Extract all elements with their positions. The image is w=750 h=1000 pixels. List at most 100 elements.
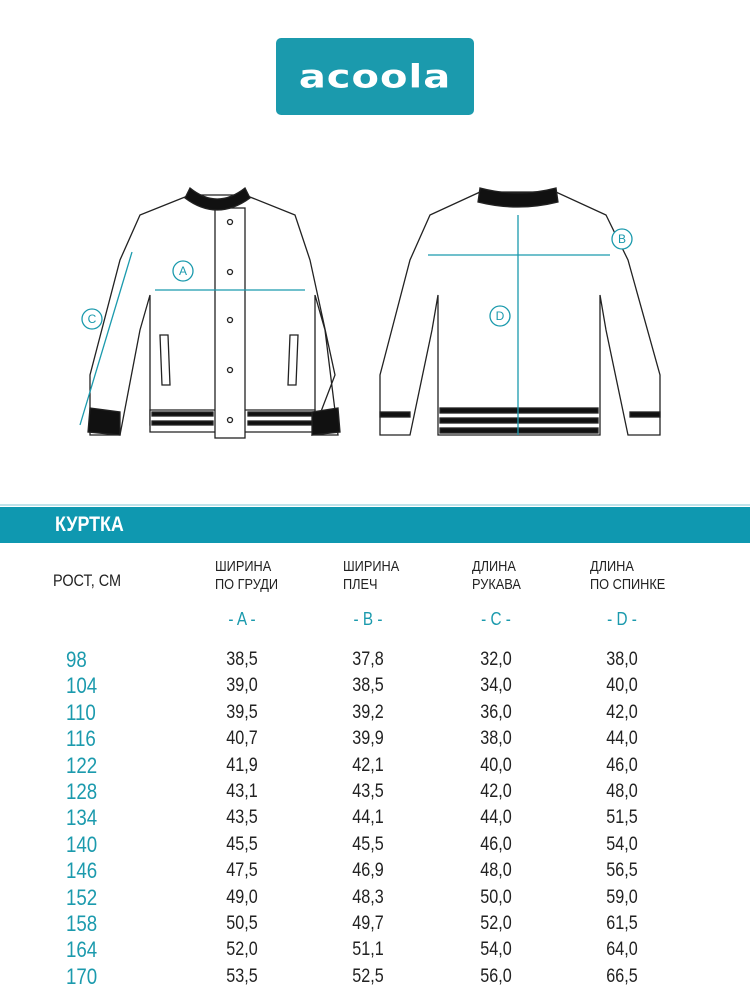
value-cell: 49,0 xyxy=(226,886,258,908)
value-cell: 40,0 xyxy=(480,754,512,776)
jacket-diagram: A C B D xyxy=(79,186,661,439)
value-cell: 44,0 xyxy=(606,728,638,750)
column-letter-a: - A - xyxy=(228,609,256,629)
value-cell: 42,0 xyxy=(606,701,638,723)
value-cell: 38,5 xyxy=(352,675,384,697)
column-letter-b: - B - xyxy=(353,609,383,629)
logo-text: acoola xyxy=(298,58,452,95)
value-cell: 48,0 xyxy=(606,781,638,802)
value-cell: 36,0 xyxy=(480,701,512,723)
table-row: 122 41,9 42,1 40,0 46,0 xyxy=(0,753,750,779)
height-cell: 122 xyxy=(66,752,98,778)
height-cell: 158 xyxy=(66,911,98,936)
table-row: 116 40,7 39,9 38,0 44,0 xyxy=(0,726,750,752)
value-cell: 53,5 xyxy=(226,965,258,987)
value-cell: 50,0 xyxy=(480,886,512,908)
value-cell: 46,0 xyxy=(606,754,638,776)
height-cell: 128 xyxy=(66,779,98,804)
height-cell: 134 xyxy=(66,805,98,831)
label-c: C xyxy=(88,312,97,326)
height-cell: 98 xyxy=(66,647,87,672)
acoola-logo: acoola xyxy=(276,38,474,115)
value-cell: 42,0 xyxy=(480,781,512,802)
value-cell: 39,0 xyxy=(226,675,258,697)
value-cell: 56,5 xyxy=(606,860,638,882)
table-row: 164 52,0 51,1 54,0 64,0 xyxy=(0,937,750,963)
value-cell: 54,0 xyxy=(606,833,638,855)
divider xyxy=(0,504,750,506)
jacket-front xyxy=(87,186,341,439)
table-row: 104 39,0 38,5 34,0 40,0 xyxy=(0,673,750,699)
table-row: 110 39,5 39,2 36,0 42,0 xyxy=(0,700,750,726)
table-row: 146 47,5 46,9 48,0 56,5 xyxy=(0,858,750,884)
table-row: 170 53,5 52,5 56,0 66,5 xyxy=(0,964,750,990)
column-letter-c: - C - xyxy=(481,609,511,629)
value-cell: 66,5 xyxy=(606,965,638,987)
value-cell: 54,0 xyxy=(480,939,512,961)
column-header-d: ДЛИНА ПО СПИНКЕ xyxy=(590,558,666,593)
height-cell: 170 xyxy=(66,963,98,989)
value-cell: 32,0 xyxy=(480,649,512,670)
height-cell: 116 xyxy=(66,726,96,752)
value-cell: 34,0 xyxy=(480,675,512,697)
value-cell: 44,0 xyxy=(480,807,512,829)
table-row: 152 49,0 48,3 50,0 59,0 xyxy=(0,885,750,911)
table-row: 128 43,1 43,5 42,0 48,0 xyxy=(0,779,750,805)
value-cell: 37,8 xyxy=(352,649,384,670)
value-cell: 38,0 xyxy=(606,649,638,670)
value-cell: 40,7 xyxy=(226,728,258,750)
value-cell: 56,0 xyxy=(480,965,512,987)
section-title: КУРТКА xyxy=(55,513,124,536)
column-header-b: ШИРИНА ПЛЕЧ xyxy=(343,558,400,593)
value-cell: 45,5 xyxy=(352,833,384,855)
height-header: РОСТ, СМ xyxy=(53,571,122,590)
height-cell: 104 xyxy=(66,673,98,699)
column-header-a: ШИРИНА ПО ГРУДИ xyxy=(215,558,279,593)
value-cell: 59,0 xyxy=(606,886,638,908)
value-cell: 39,5 xyxy=(226,701,258,723)
jacket-back xyxy=(379,187,661,436)
value-cell: 40,0 xyxy=(606,675,638,697)
value-cell: 46,9 xyxy=(352,860,384,882)
value-cell: 64,0 xyxy=(606,939,638,961)
value-cell: 49,7 xyxy=(352,913,384,934)
value-cell: 41,9 xyxy=(226,754,258,776)
table-row: 140 45,5 45,5 46,0 54,0 xyxy=(0,832,750,858)
column-letter-d: - D - xyxy=(607,609,637,629)
value-cell: 39,9 xyxy=(352,728,384,750)
height-cell: 140 xyxy=(66,831,98,857)
value-cell: 43,5 xyxy=(226,807,258,829)
height-cell: 152 xyxy=(66,884,98,910)
value-cell: 48,0 xyxy=(480,860,512,882)
measurement-lines xyxy=(79,215,633,435)
value-cell: 48,3 xyxy=(352,886,384,908)
label-a: A xyxy=(179,264,187,278)
value-cell: 51,1 xyxy=(352,939,384,961)
column-header-c: ДЛИНА РУКАВА xyxy=(472,558,521,593)
value-cell: 38,0 xyxy=(480,728,512,750)
value-cell: 42,1 xyxy=(352,754,384,776)
label-b: B xyxy=(618,232,626,246)
value-cell: 43,5 xyxy=(352,781,384,802)
value-cell: 46,0 xyxy=(480,833,512,855)
height-cell: 146 xyxy=(66,858,98,884)
table-row: 98 38,5 37,8 32,0 38,0 xyxy=(0,647,750,673)
value-cell: 61,5 xyxy=(606,913,638,934)
value-cell: 52,0 xyxy=(480,913,512,934)
height-cell: 110 xyxy=(66,699,96,725)
value-cell: 45,5 xyxy=(226,833,258,855)
value-cell: 52,5 xyxy=(352,965,384,987)
height-cell: 164 xyxy=(66,937,98,963)
value-cell: 39,2 xyxy=(352,701,384,723)
value-cell: 44,1 xyxy=(352,807,384,829)
value-cell: 38,5 xyxy=(226,649,258,670)
label-d: D xyxy=(496,309,505,323)
value-cell: 51,5 xyxy=(606,807,638,829)
section-banner: КУРТКА xyxy=(0,507,750,543)
value-cell: 43,1 xyxy=(226,781,258,802)
table-row: 134 43,5 44,1 44,0 51,5 xyxy=(0,805,750,831)
value-cell: 50,5 xyxy=(226,913,258,934)
value-cell: 47,5 xyxy=(226,860,258,882)
value-cell: 52,0 xyxy=(226,939,258,961)
table-row: 158 50,5 49,7 52,0 61,5 xyxy=(0,911,750,937)
